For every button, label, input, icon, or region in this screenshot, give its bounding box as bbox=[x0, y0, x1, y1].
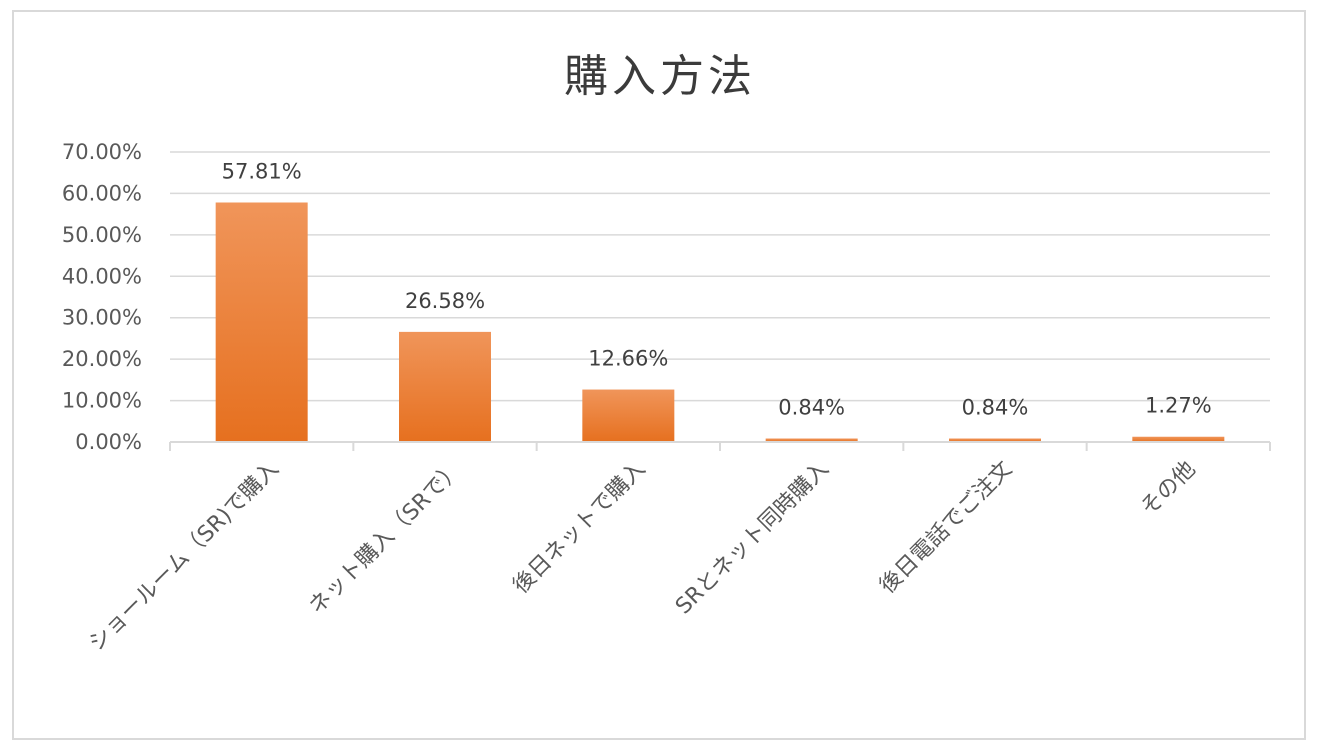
x-axis bbox=[169, 441, 1271, 451]
y-tick-label: 40.00% bbox=[62, 264, 142, 288]
y-tick-label: 60.00% bbox=[62, 181, 142, 205]
bars bbox=[215, 202, 1225, 442]
gridlines bbox=[170, 151, 1270, 402]
category-label: ネット購入（SRで） bbox=[304, 457, 467, 620]
category-labels: ショールーム（SR)で購入 ネット購入（SRで） 後日ネットで購入 SRとネット同時購… bbox=[84, 457, 1200, 657]
y-tick-label: 0.00% bbox=[75, 430, 142, 454]
category-label: その他 bbox=[1136, 457, 1200, 521]
data-label: 1.27% bbox=[1145, 394, 1212, 418]
bar bbox=[765, 438, 858, 442]
data-label: 26.58% bbox=[405, 289, 485, 313]
y-tick-label: 30.00% bbox=[62, 306, 142, 330]
data-labels: 57.81% 26.58% 12.66% 0.84% 0.84% 1.27% bbox=[222, 160, 1212, 420]
y-axis-ticks: 0.00% 10.00% 20.00% 30.00% 40.00% 50.00% 60.00… bbox=[62, 140, 142, 454]
data-label: 0.84% bbox=[778, 396, 845, 420]
y-tick-label: 50.00% bbox=[62, 223, 142, 247]
y-tick-label: 10.00% bbox=[62, 389, 142, 413]
bar bbox=[215, 202, 308, 442]
y-tick-label: 70.00% bbox=[62, 140, 142, 164]
bar bbox=[949, 438, 1041, 442]
y-tick-label: 20.00% bbox=[62, 347, 142, 371]
category-label: 後日ネットで購入 bbox=[508, 457, 650, 599]
chart-title: 購入方法 bbox=[564, 51, 756, 102]
bar bbox=[582, 389, 675, 442]
data-label: 0.84% bbox=[962, 396, 1029, 420]
category-label: ショールーム（SR)で購入 bbox=[84, 457, 284, 657]
bar bbox=[399, 331, 491, 442]
bar bbox=[1132, 436, 1225, 442]
data-label: 12.66% bbox=[588, 347, 668, 371]
category-label: SRとネット同時購入 bbox=[671, 457, 834, 620]
data-label: 57.81% bbox=[222, 160, 302, 184]
category-label: 後日電話でご注文 bbox=[875, 457, 1017, 599]
